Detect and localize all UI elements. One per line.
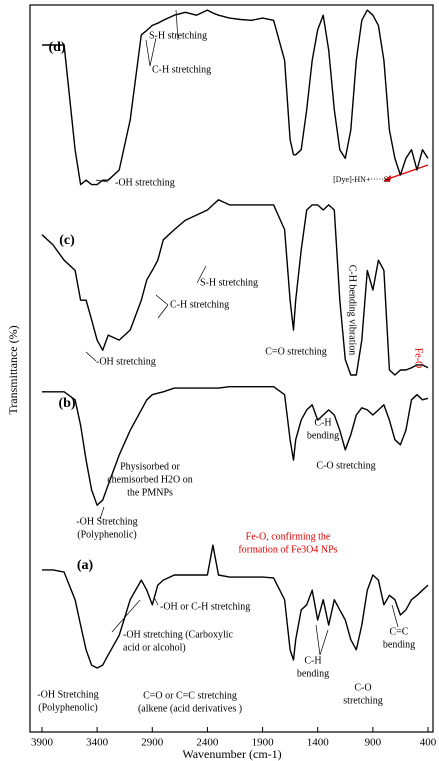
leaders: [85, 9, 399, 656]
annotation: S-H stretching: [200, 277, 258, 288]
x-axis-label: Wavenumber (cm-1): [182, 747, 281, 761]
leader: [145, 39, 151, 67]
annotation: C=C: [390, 626, 409, 637]
annotation: bending: [307, 430, 339, 441]
leader: [149, 37, 157, 67]
annotation: -OH Stretching: [76, 516, 137, 527]
annotation: -OH stretching: [115, 177, 175, 188]
annotation: C-H stretching: [152, 64, 211, 75]
x-tick-label: 1400: [307, 737, 330, 749]
leader: [315, 624, 321, 656]
annotation: formation of Fe3O4 NPs: [238, 544, 337, 555]
annotation: Fe-O: [413, 348, 424, 369]
annotation: S-H stretching: [149, 30, 207, 41]
annotation: chemisorbed H2O on: [107, 474, 193, 485]
x-tick-label: 2400: [196, 737, 219, 749]
x-tick-label: 900: [365, 737, 382, 749]
annotation: bending: [383, 639, 415, 650]
arrow-head: [383, 175, 391, 182]
annotation: -OH Stretching: [37, 689, 98, 700]
annotation: -OH stretching: [96, 356, 156, 367]
leader: [85, 351, 97, 362]
annotation: Physisorbed or: [120, 461, 180, 472]
spectrum-line: [42, 544, 429, 669]
spectrum-line: [42, 386, 429, 506]
panel-label: (b): [58, 396, 75, 411]
panel-label: (c): [59, 233, 75, 248]
leader: [391, 604, 399, 628]
panel-label: (a): [77, 558, 94, 573]
annotation: stretching: [343, 695, 382, 706]
annotation: (Polyphenolic): [77, 529, 136, 540]
leader: [155, 294, 169, 306]
annotation: -OH or C-H stretching: [160, 601, 250, 612]
annotation: C-O: [354, 682, 371, 693]
annotation: the PMNPs: [127, 487, 173, 498]
y-axis-label: Transmittance (%): [6, 325, 20, 414]
annotation: C-H bending vibration: [347, 265, 358, 356]
x-tick-label: 400: [420, 737, 437, 749]
annotation: -OH stretching (Carboxylic: [123, 629, 234, 640]
x-tick-label: 2900: [141, 737, 164, 749]
panel-label: (d): [48, 40, 65, 55]
x-tick-label: 3900: [31, 737, 54, 749]
plot-frame: [29, 4, 434, 733]
annotation: [Dye]-HN+·····S-: [333, 175, 391, 184]
leader: [157, 304, 169, 319]
annotation: bending: [297, 668, 329, 679]
annotation: C-O stretching: [316, 460, 375, 471]
spectrum-line: [41, 199, 429, 376]
spectrum-line: [42, 9, 429, 186]
annotation: (Polyphenolic): [38, 702, 97, 713]
annotation: (alkene (acid derivatives ): [138, 703, 242, 714]
annotation: C-H: [314, 417, 331, 428]
arrow: [384, 164, 429, 181]
annotation: C=O stretching: [265, 346, 326, 357]
annotation: C-H stretching: [170, 299, 229, 310]
annotation: C=O or C=C stretching: [143, 690, 237, 701]
leader: [196, 265, 207, 284]
x-tick-label: 1900: [252, 737, 275, 749]
annotation: Fe-O, confirming the: [246, 531, 331, 542]
annotation: acid or alcohol): [123, 642, 186, 653]
annotation: C-H: [304, 655, 321, 666]
leader: [111, 599, 141, 633]
leader: [99, 506, 105, 520]
x-tick-label: 3400: [86, 737, 109, 749]
leader: [319, 629, 329, 656]
